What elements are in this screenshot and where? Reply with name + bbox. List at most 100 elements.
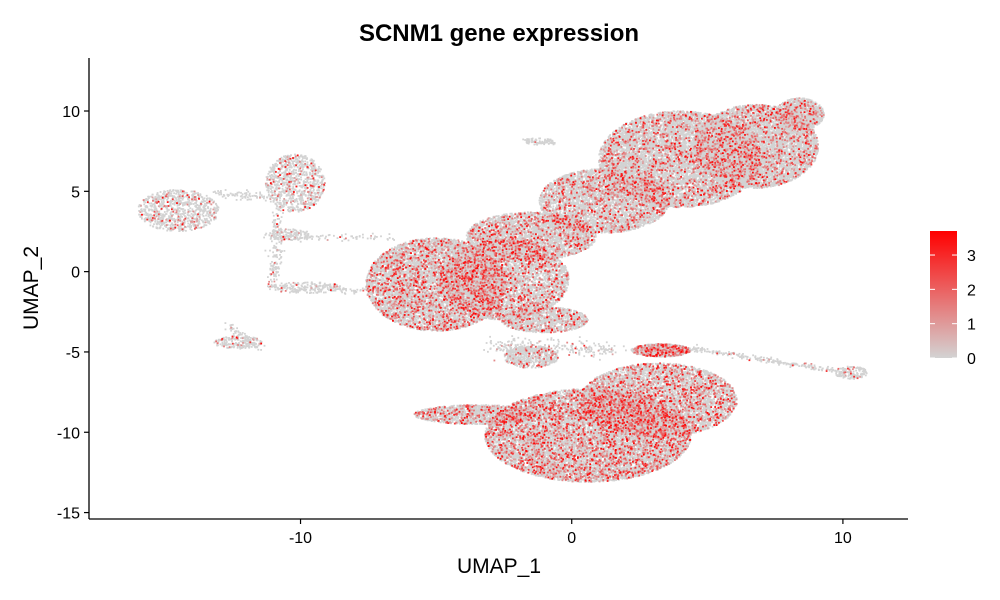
point-zero bbox=[336, 284, 338, 286]
point-zero bbox=[295, 199, 297, 201]
point-zero bbox=[150, 225, 152, 227]
point-zero bbox=[305, 178, 307, 180]
point-zero bbox=[185, 230, 187, 232]
point-zero bbox=[282, 188, 284, 190]
point-zero bbox=[301, 191, 303, 193]
point-zero bbox=[187, 220, 189, 222]
point-zero bbox=[315, 200, 317, 202]
point-zero bbox=[850, 366, 852, 368]
point-zero bbox=[144, 218, 146, 220]
point-zero bbox=[842, 374, 844, 376]
point-zero bbox=[189, 200, 191, 202]
point-zero bbox=[311, 283, 313, 285]
point-zero bbox=[170, 203, 172, 205]
point-zero bbox=[151, 205, 153, 207]
point-zero bbox=[208, 221, 210, 223]
point-zero bbox=[444, 247, 446, 249]
point-zero bbox=[183, 204, 185, 206]
point-zero bbox=[292, 187, 294, 189]
point-zero bbox=[190, 202, 192, 204]
point-zero bbox=[295, 161, 297, 163]
point-zero bbox=[181, 216, 183, 218]
point-zero bbox=[173, 192, 175, 194]
point-zero bbox=[203, 207, 205, 209]
point-zero bbox=[245, 347, 247, 349]
point-zero bbox=[162, 193, 164, 195]
point-zero bbox=[159, 221, 161, 223]
point-zero bbox=[152, 194, 154, 196]
point-zero bbox=[269, 288, 271, 290]
point-zero bbox=[171, 191, 173, 193]
point-zero bbox=[185, 192, 187, 194]
point-zero bbox=[215, 203, 217, 205]
point-zero bbox=[318, 194, 320, 196]
point-zero bbox=[294, 291, 296, 293]
point-zero bbox=[310, 202, 312, 204]
point-zero bbox=[217, 344, 219, 346]
point-zero bbox=[288, 192, 290, 194]
point-zero bbox=[149, 203, 151, 205]
point-zero bbox=[297, 209, 299, 211]
point-zero bbox=[420, 309, 422, 311]
point-zero bbox=[322, 286, 324, 288]
point-zero bbox=[297, 237, 299, 239]
point-zero bbox=[208, 215, 210, 217]
point-zero bbox=[290, 167, 292, 169]
point-zero bbox=[182, 230, 184, 232]
point-zero bbox=[304, 194, 306, 196]
point-zero bbox=[179, 217, 181, 219]
point-zero bbox=[294, 183, 296, 185]
point-zero bbox=[329, 286, 331, 288]
point-zero bbox=[850, 378, 852, 380]
point-zero bbox=[428, 318, 430, 320]
point-zero bbox=[320, 169, 322, 171]
point-zero bbox=[173, 218, 175, 220]
point-zero bbox=[272, 168, 274, 170]
point-zero bbox=[283, 203, 285, 205]
point-zero bbox=[209, 197, 211, 199]
point-zero bbox=[277, 201, 279, 203]
point-zero bbox=[291, 203, 293, 205]
point-zero bbox=[182, 211, 184, 213]
point-zero bbox=[280, 202, 282, 204]
point-zero bbox=[268, 187, 270, 189]
point-zero bbox=[313, 160, 315, 162]
point-zero bbox=[193, 214, 195, 216]
point-zero bbox=[283, 176, 285, 178]
point-zero bbox=[315, 183, 317, 185]
point-zero bbox=[292, 231, 294, 233]
point-zero bbox=[289, 292, 291, 294]
point-zero bbox=[189, 207, 191, 209]
point-zero bbox=[318, 291, 320, 293]
point-zero bbox=[309, 164, 311, 166]
point-zero bbox=[309, 189, 311, 191]
point-zero bbox=[278, 161, 280, 163]
point-zero bbox=[281, 283, 283, 285]
point-zero bbox=[184, 209, 186, 211]
point-zero bbox=[150, 209, 152, 211]
point-zero bbox=[178, 198, 180, 200]
point-zero bbox=[202, 214, 204, 216]
point-zero bbox=[164, 197, 166, 199]
point-zero bbox=[283, 205, 285, 207]
point-zero bbox=[201, 219, 203, 221]
point-zero bbox=[287, 195, 289, 197]
point-zero bbox=[278, 288, 280, 290]
point-zero bbox=[301, 193, 303, 195]
point-zero bbox=[195, 202, 197, 204]
point-zero bbox=[300, 179, 302, 181]
point-zero bbox=[151, 215, 153, 217]
point-zero bbox=[276, 188, 278, 190]
point-zero bbox=[417, 250, 419, 252]
point-zero bbox=[144, 208, 146, 210]
point-zero bbox=[155, 214, 157, 216]
point-zero bbox=[257, 340, 259, 342]
point-zero bbox=[307, 207, 309, 209]
point-zero bbox=[268, 191, 270, 193]
point-zero bbox=[449, 329, 451, 331]
point-zero bbox=[164, 222, 166, 224]
point-zero bbox=[213, 207, 215, 209]
point-zero bbox=[269, 235, 271, 237]
point-zero bbox=[178, 192, 180, 194]
point-zero bbox=[301, 160, 303, 162]
